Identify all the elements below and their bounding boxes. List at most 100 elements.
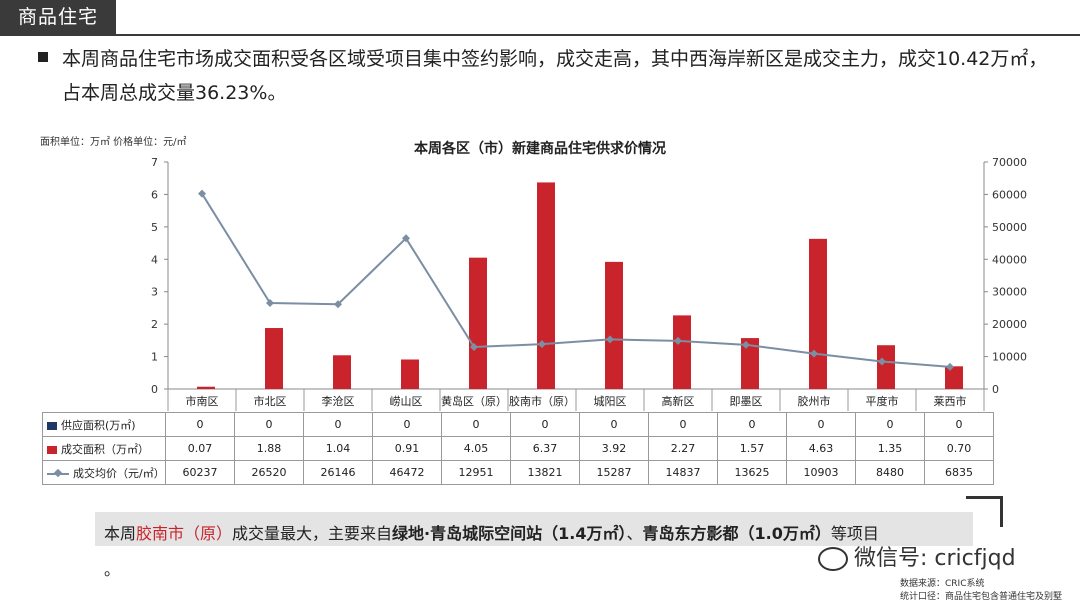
y-left-tick-label: 5 (151, 221, 158, 234)
legend-label: 供应面积(万㎡) (61, 419, 136, 432)
table-cell: 0 (235, 413, 304, 437)
deal-area-bar (537, 182, 555, 389)
table-cell: 0 (511, 413, 580, 437)
table-cell: 26146 (304, 461, 373, 485)
category-label: 高新区 (662, 394, 695, 408)
table-cell: 0 (925, 413, 994, 437)
category-label: 莱西市 (934, 394, 967, 408)
y-right-tick-label: 10000 (992, 351, 1027, 364)
table-cell: 1.04 (304, 437, 373, 461)
deal-area-bar (333, 355, 351, 389)
deal-area-bar (197, 387, 215, 389)
watermark-text: 微信号: cricfjqd (854, 546, 1016, 571)
table-cell: 4.63 (787, 437, 856, 461)
table-cell: 0 (442, 413, 511, 437)
y-right-tick-label: 40000 (992, 253, 1027, 266)
category-label: 胶州市 (798, 394, 831, 408)
table-cell: 0.70 (925, 437, 994, 461)
wechat-icon (818, 547, 848, 571)
note-project-1: 绿地·青岛城际空间站（1.4万㎡） (392, 524, 626, 543)
y-right-tick-label: 50000 (992, 221, 1027, 234)
table-cell: 0 (787, 413, 856, 437)
source-line-2: 统计口径：商品住宅包含普通住宅及别墅 (900, 591, 1062, 604)
category-label: 市南区 (186, 394, 219, 408)
table-cell: 13625 (718, 461, 787, 485)
table-cell: 14837 (649, 461, 718, 485)
table-cell: 60237 (166, 461, 235, 485)
y-right-tick-label: 70000 (992, 156, 1027, 169)
table-cell: 2.27 (649, 437, 718, 461)
y-right-tick-label: 0 (992, 383, 999, 396)
y-right-tick-label: 30000 (992, 286, 1027, 299)
table-cell: 3.92 (580, 437, 649, 461)
note-separator: 、 (626, 524, 642, 543)
deal-area-bar (877, 345, 895, 389)
table-cell: 15287 (580, 461, 649, 485)
note-highlight-district: 胶南市（原） (136, 524, 232, 543)
table-cell: 13821 (511, 461, 580, 485)
y-left-tick-label: 2 (151, 318, 158, 331)
y-left-tick-label: 4 (151, 253, 158, 266)
table-row-label: 成交均价（元/㎡） (43, 461, 166, 485)
y-left-tick-label: 7 (151, 156, 158, 169)
legend-label: 成交均价（元/㎡） (73, 467, 165, 480)
legend-swatch (47, 422, 57, 430)
source-note: 数据来源：CRIC系统 统计口径：商品住宅包含普通住宅及别墅 (900, 578, 1062, 604)
deal-area-bar (945, 366, 963, 389)
y-right-tick-label: 20000 (992, 318, 1027, 331)
category-label: 崂山区 (390, 395, 423, 408)
note-prefix: 本周 (104, 524, 136, 543)
note-middle: 成交量最大，主要来自 (232, 524, 392, 543)
avg-price-line (202, 194, 950, 367)
table-cell: 0 (718, 413, 787, 437)
legend-label: 成交面积（万㎡） (61, 443, 149, 456)
table-cell: 0.07 (166, 437, 235, 461)
table-cell: 10903 (787, 461, 856, 485)
data-table: 供应面积(万㎡) 0 0 0 0 0 0 0 0 0 0 0 0 成交面积（万㎡） 0.07 1.88 1.04… (42, 412, 994, 485)
category-label: 即墨区 (730, 395, 763, 408)
wechat-watermark: 微信号: cricfjqd (818, 540, 1016, 572)
deal-area-bar (401, 359, 419, 389)
legend-swatch (47, 473, 69, 475)
table-cell: 1.88 (235, 437, 304, 461)
table-cell: 0 (373, 413, 442, 437)
category-label: 胶南市（原） (509, 394, 575, 408)
table-cell: 1.35 (856, 437, 925, 461)
table-cell: 46472 (373, 461, 442, 485)
legend-swatch (47, 446, 57, 454)
y-left-tick-label: 0 (151, 383, 158, 396)
y-left-tick-label: 3 (151, 286, 158, 299)
table-cell: 12951 (442, 461, 511, 485)
deal-area-bar (809, 239, 827, 389)
table-cell: 0 (304, 413, 373, 437)
table-cell: 4.05 (442, 437, 511, 461)
table-cell: 0 (649, 413, 718, 437)
table-cell: 8480 (856, 461, 925, 485)
category-label: 城阳区 (594, 395, 627, 408)
table-cell: 6.37 (511, 437, 580, 461)
table-cell: 0 (856, 413, 925, 437)
category-label: 市北区 (254, 394, 287, 408)
deal-area-bar (265, 328, 283, 389)
deal-row: 成交面积（万㎡） 0.07 1.88 1.04 0.91 4.05 6.37 3.92 2.27… (43, 437, 994, 461)
corner-bracket (966, 496, 1003, 527)
note-project-2: 青岛东方影都（1.0万㎡） (643, 524, 831, 543)
category-label: 李沧区 (322, 394, 355, 408)
price-row: 成交均价（元/㎡） 60237 26520 26146 46472 12951 13821 1… (43, 461, 994, 485)
deal-area-bar (673, 315, 691, 389)
category-label: 黄岛区（原） (441, 394, 507, 408)
table-cell: 6835 (925, 461, 994, 485)
deal-area-bar (605, 262, 623, 389)
category-label: 平度市 (866, 394, 899, 408)
y-right-tick-label: 60000 (992, 188, 1027, 201)
source-line-1: 数据来源：CRIC系统 (900, 578, 1062, 591)
table-cell: 0.91 (373, 437, 442, 461)
supply-demand-price-chart: 0 1 2 3 4 5 6 7 0 10000 20000 30000 40000 50000 60000 7… (0, 0, 1080, 412)
deal-area-bar (469, 258, 487, 389)
table-row-label: 成交面积（万㎡） (43, 437, 166, 461)
table-cell: 0 (580, 413, 649, 437)
supply-row: 供应面积(万㎡) 0 0 0 0 0 0 0 0 0 0 0 0 (43, 413, 994, 437)
table-cell: 26520 (235, 461, 304, 485)
y-left-tick-label: 1 (151, 351, 158, 364)
note-end: 。 (104, 560, 120, 579)
